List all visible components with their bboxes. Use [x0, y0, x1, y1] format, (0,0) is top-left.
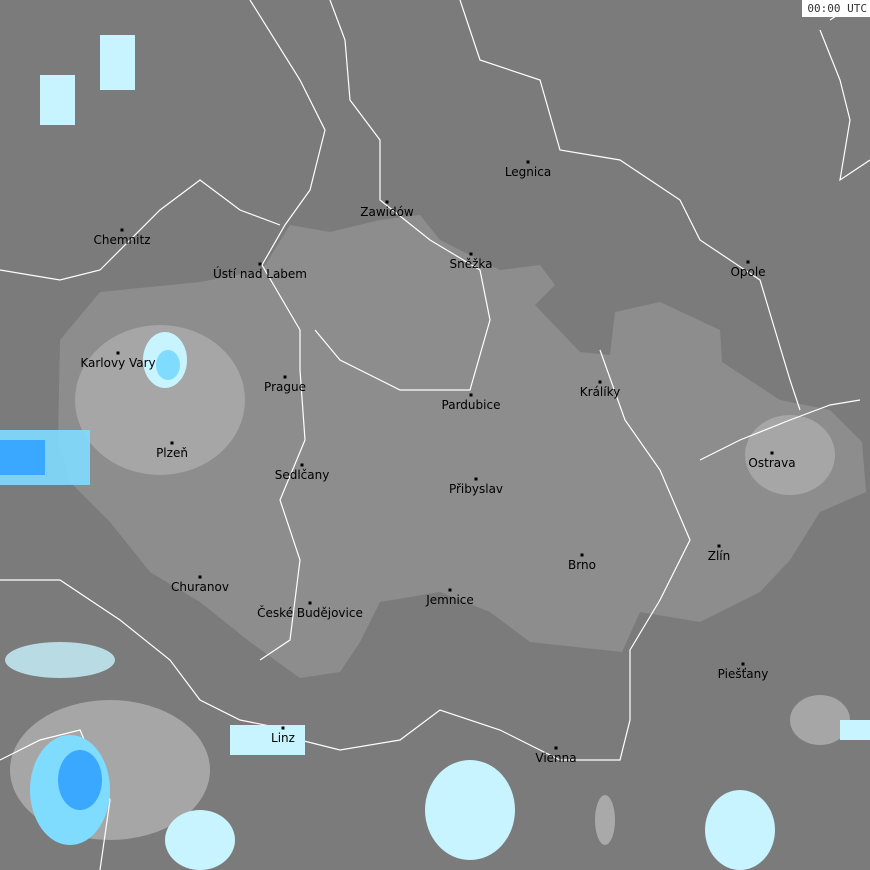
city-dot: [170, 441, 174, 445]
city-dot: [741, 662, 745, 666]
city-dot: [717, 544, 721, 548]
city-dot: [746, 260, 750, 264]
city-label: Pardubice: [441, 398, 501, 412]
city-label: Piešťany: [717, 667, 769, 681]
highlight-region: [58, 215, 866, 678]
city-label: Ostrava: [748, 456, 796, 470]
city-label: Přibyslav: [448, 482, 504, 496]
city-dot: [469, 393, 473, 397]
city-label: Plzeň: [156, 446, 188, 460]
city-dot: [554, 746, 558, 750]
city-label: Zawidów: [360, 205, 414, 219]
city-dot: [770, 451, 774, 455]
city-dot: [526, 160, 530, 164]
city-dot: [598, 380, 602, 384]
city-label: Králíky: [579, 385, 621, 399]
city-dot: [469, 252, 473, 256]
city-label: Opole: [730, 265, 766, 279]
city-label: Vienna: [535, 751, 577, 765]
city-label: Linz: [271, 731, 295, 745]
city-dot: [198, 575, 202, 579]
city-label: Jemnice: [426, 593, 474, 607]
city-dot: [258, 262, 262, 266]
city-dot: [120, 228, 124, 232]
radar-echoes: [0, 35, 870, 870]
city-label: Ústí nad Labem: [212, 267, 308, 281]
city-label: Sedlčany: [274, 468, 330, 482]
city-label: Sněžka: [449, 257, 493, 271]
city-label: Brno: [568, 558, 596, 572]
city-dot: [283, 375, 287, 379]
city-dot: [580, 553, 584, 557]
city-dot: [116, 351, 120, 355]
city-dot: [385, 200, 389, 204]
city-dot: [474, 477, 478, 481]
timestamp-label: 00:00 UTC: [802, 0, 870, 17]
city-dot: [308, 601, 312, 605]
city-dot: [281, 726, 285, 730]
city-label: České Budějovice: [257, 606, 363, 620]
city-label: Zlín: [707, 549, 731, 563]
city-dot: [448, 588, 452, 592]
city-label: Churanov: [171, 580, 229, 594]
city-label: Prague: [264, 380, 306, 394]
city-label: Chemnitz: [93, 233, 151, 247]
city-dot: [300, 463, 304, 467]
city-label: Legnica: [504, 165, 552, 179]
city-label: Karlovy Vary: [80, 356, 156, 370]
